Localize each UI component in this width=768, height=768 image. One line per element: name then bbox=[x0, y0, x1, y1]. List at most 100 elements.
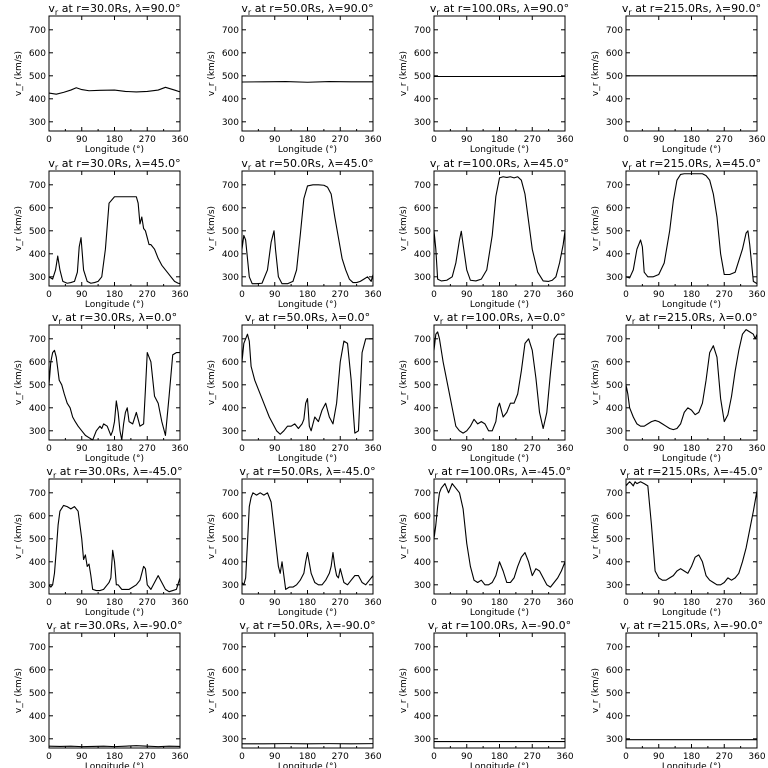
panel-3: vr at r=100.0Rs, λ=90.0° 0 90 180 270 360 300 4… bbox=[399, 2, 574, 155]
x-tick-label: 90 bbox=[461, 752, 473, 762]
vr-curve bbox=[433, 483, 566, 588]
x-tick-label: 270 bbox=[332, 135, 349, 145]
y-tick-label: 300 bbox=[222, 118, 239, 128]
x-axis-label: Longitude (°) bbox=[470, 145, 529, 155]
panel-title-symbol: v bbox=[620, 619, 627, 632]
panel-title-subscript: r bbox=[434, 471, 438, 480]
panel-title-text: at r=215.0Rs, λ=90.0° bbox=[632, 2, 761, 15]
x-tick-label: 90 bbox=[461, 598, 473, 608]
x-axis-label: Longitude (°) bbox=[470, 608, 529, 618]
panel-title-subscript: r bbox=[246, 625, 250, 634]
x-tick-label: 360 bbox=[171, 444, 188, 454]
y-tick-label: 500 bbox=[222, 227, 239, 237]
panel-10: vr at r=50.0Rs, λ=0.0° 0 90 180 270 360 300 400… bbox=[207, 311, 382, 464]
x-tick-label: 180 bbox=[106, 598, 123, 608]
y-tick-label: 700 bbox=[29, 335, 46, 345]
x-axis-label: Longitude (°) bbox=[278, 454, 337, 464]
plot-frame bbox=[433, 170, 566, 287]
x-axis-label: Longitude (°) bbox=[278, 145, 337, 155]
x-tick-label: 90 bbox=[269, 135, 281, 145]
x-tick-label: 270 bbox=[139, 290, 156, 300]
x-tick-label: 0 bbox=[239, 290, 245, 300]
y-tick-label: 700 bbox=[29, 181, 46, 191]
x-tick-label: 180 bbox=[683, 598, 700, 608]
x-tick-label: 0 bbox=[431, 290, 437, 300]
x-axis-label: Longitude (°) bbox=[85, 608, 144, 618]
y-tick-label: 400 bbox=[606, 95, 623, 105]
y-tick-label: 600 bbox=[29, 666, 46, 676]
x-tick-label: 180 bbox=[299, 135, 316, 145]
panel-title-symbol: v bbox=[46, 619, 53, 632]
y-tick-label: 400 bbox=[29, 95, 46, 105]
y-tick-label: 600 bbox=[414, 512, 431, 522]
y-axis-label: v_r (km/s) bbox=[399, 51, 409, 96]
panel-20: vr at r=215.0Rs, λ=-90.0° 0 90 180 270 360 300… bbox=[591, 619, 766, 768]
panel-title-text: at r=100.0Rs, λ=-45.0° bbox=[438, 465, 571, 478]
panel-19: vr at r=100.0Rs, λ=-90.0° 0 90 180 270 360 300… bbox=[399, 619, 574, 768]
y-tick-label: 400 bbox=[29, 250, 46, 260]
vr-curve bbox=[433, 331, 565, 434]
panel-title-symbol: v bbox=[241, 2, 248, 15]
plot-frame bbox=[241, 632, 374, 749]
y-tick-label: 600 bbox=[414, 358, 431, 368]
y-tick-label: 600 bbox=[29, 512, 46, 522]
panel-title-subscript: r bbox=[53, 471, 57, 480]
panel-title-symbol: v bbox=[239, 465, 246, 478]
x-tick-label: 360 bbox=[364, 444, 381, 454]
panel-4: vr at r=215.0Rs, λ=90.0° 0 90 180 270 360 300 4… bbox=[591, 2, 766, 155]
y-tick-label: 600 bbox=[606, 512, 623, 522]
y-axis-label: v_r (km/s) bbox=[14, 51, 24, 96]
y-tick-label: 300 bbox=[29, 581, 46, 591]
y-tick-label: 500 bbox=[606, 689, 623, 699]
y-tick-label: 500 bbox=[29, 689, 46, 699]
panel-1: vr at r=30.0Rs, λ=90.0° 0 90 180 270 360 300 40… bbox=[14, 2, 189, 155]
panel-title: vr at r=50.0Rs, λ=0.0° bbox=[245, 311, 370, 326]
panel-title-subscript: r bbox=[440, 317, 444, 326]
panel-title-subscript: r bbox=[53, 625, 57, 634]
panel-title-text: at r=30.0Rs, λ=-90.0° bbox=[56, 619, 182, 632]
x-tick-label: 270 bbox=[139, 444, 156, 454]
y-tick-label: 300 bbox=[414, 735, 431, 745]
x-tick-label: 270 bbox=[716, 290, 733, 300]
x-tick-label: 0 bbox=[239, 752, 245, 762]
vr-curve bbox=[433, 176, 566, 282]
x-tick-label: 180 bbox=[299, 752, 316, 762]
x-tick-label: 360 bbox=[748, 290, 765, 300]
x-tick-label: 270 bbox=[716, 598, 733, 608]
x-tick-label: 360 bbox=[748, 135, 765, 145]
panel-title: vr at r=100.0Rs, λ=-90.0° bbox=[428, 619, 571, 634]
x-tick-label: 90 bbox=[653, 290, 665, 300]
y-tick-label: 500 bbox=[29, 535, 46, 545]
y-axis-label: v_r (km/s) bbox=[14, 206, 24, 251]
y-tick-label: 700 bbox=[222, 26, 239, 36]
x-tick-label: 270 bbox=[716, 135, 733, 145]
panel-title: vr at r=100.0Rs, λ=-45.0° bbox=[428, 465, 571, 480]
vr-curve bbox=[241, 333, 373, 435]
y-tick-label: 500 bbox=[222, 381, 239, 391]
y-tick-label: 500 bbox=[606, 72, 623, 82]
y-tick-label: 700 bbox=[414, 335, 431, 345]
y-tick-label: 600 bbox=[29, 358, 46, 368]
y-tick-label: 500 bbox=[606, 227, 623, 237]
vr-curve bbox=[48, 504, 181, 593]
y-tick-label: 500 bbox=[414, 72, 431, 82]
y-tick-label: 500 bbox=[414, 381, 431, 391]
panel-title-text: at r=50.0Rs, λ=-45.0° bbox=[249, 465, 375, 478]
x-tick-label: 0 bbox=[239, 135, 245, 145]
x-axis-label: Longitude (°) bbox=[662, 145, 721, 155]
y-tick-label: 300 bbox=[29, 273, 46, 283]
panel-title-subscript: r bbox=[628, 8, 632, 17]
panel-9: vr at r=30.0Rs, λ=0.0° 0 90 180 270 360 300 400… bbox=[14, 311, 189, 464]
y-tick-label: 600 bbox=[414, 204, 431, 214]
panel-title-symbol: v bbox=[622, 2, 629, 15]
y-tick-label: 300 bbox=[414, 581, 431, 591]
x-tick-label: 0 bbox=[431, 135, 437, 145]
y-tick-label: 300 bbox=[606, 735, 623, 745]
y-tick-label: 400 bbox=[29, 712, 46, 722]
panel-title: vr at r=215.0Rs, λ=90.0° bbox=[622, 2, 761, 17]
panel-title: vr at r=215.0Rs, λ=-45.0° bbox=[620, 465, 763, 480]
panel-title-text: at r=50.0Rs, λ=45.0° bbox=[251, 157, 373, 170]
panel-title: vr at r=50.0Rs, λ=90.0° bbox=[241, 2, 373, 17]
y-axis-label: v_r (km/s) bbox=[591, 51, 601, 96]
plot-frame bbox=[241, 324, 374, 441]
